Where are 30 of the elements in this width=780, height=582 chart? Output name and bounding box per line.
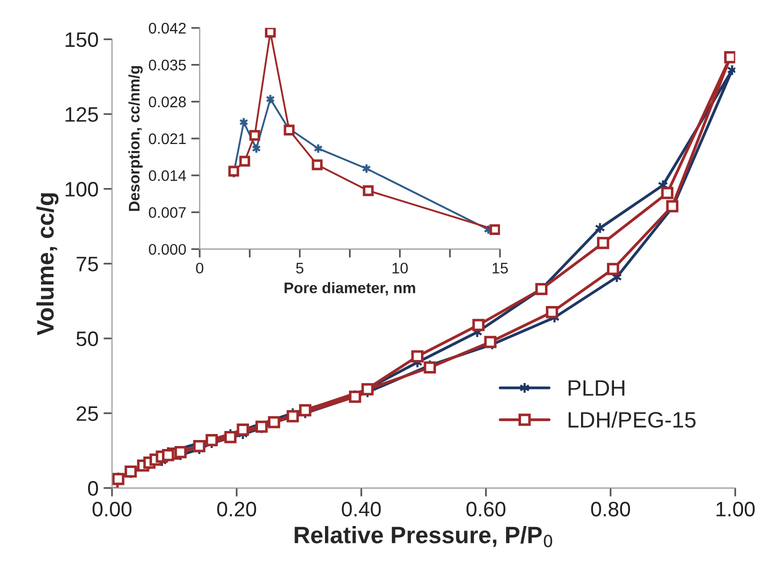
x-tick-label: 0.00	[92, 502, 132, 517]
legend-label: PLDH	[568, 380, 624, 396]
x-axis-title: Relative Pressure, P/P$_{0}$	[294, 526, 552, 548]
x-tick-label: 10	[392, 262, 408, 274]
y-tick-label: 0.021	[148, 133, 186, 144]
y-axis-title: Volume, cc/g	[36, 193, 58, 336]
y-tick-label: 0.042	[148, 22, 186, 34]
y-tick-label: 0.035	[148, 60, 186, 70]
x-tick-label: 0.60	[466, 502, 506, 517]
x-tick-label: 0.80	[591, 502, 630, 517]
y-tick-label: 150	[66, 32, 98, 48]
x-tick-label: 5	[296, 262, 304, 274]
y-tick-label: 75	[76, 256, 98, 272]
x-tick-label: 0	[196, 262, 204, 274]
y-tick-label: 25	[76, 406, 98, 421]
x-tick-label: 15	[492, 262, 508, 274]
y-tick-label: 100	[66, 182, 98, 197]
y-tick-label: 0.028	[148, 96, 186, 108]
y-tick-label: 0.000	[148, 244, 186, 255]
y-tick-label: 0.014	[148, 170, 186, 182]
legend-label: LDH/PEG-15	[568, 411, 696, 428]
x-tick-label: 1.00	[716, 502, 755, 517]
y-tick-label: 50	[76, 331, 98, 346]
x-tick-label: 0.20	[217, 502, 256, 517]
y-axis-title: Desorption, cc/nm/g	[128, 66, 143, 211]
x-axis-title: Pore diameter, nm	[284, 282, 416, 296]
y-tick-label: 0	[88, 481, 98, 496]
y-tick-label: 125	[66, 107, 98, 122]
y-tick-label: 0.007	[148, 207, 186, 218]
x-tick-label: 0.40	[342, 502, 381, 517]
